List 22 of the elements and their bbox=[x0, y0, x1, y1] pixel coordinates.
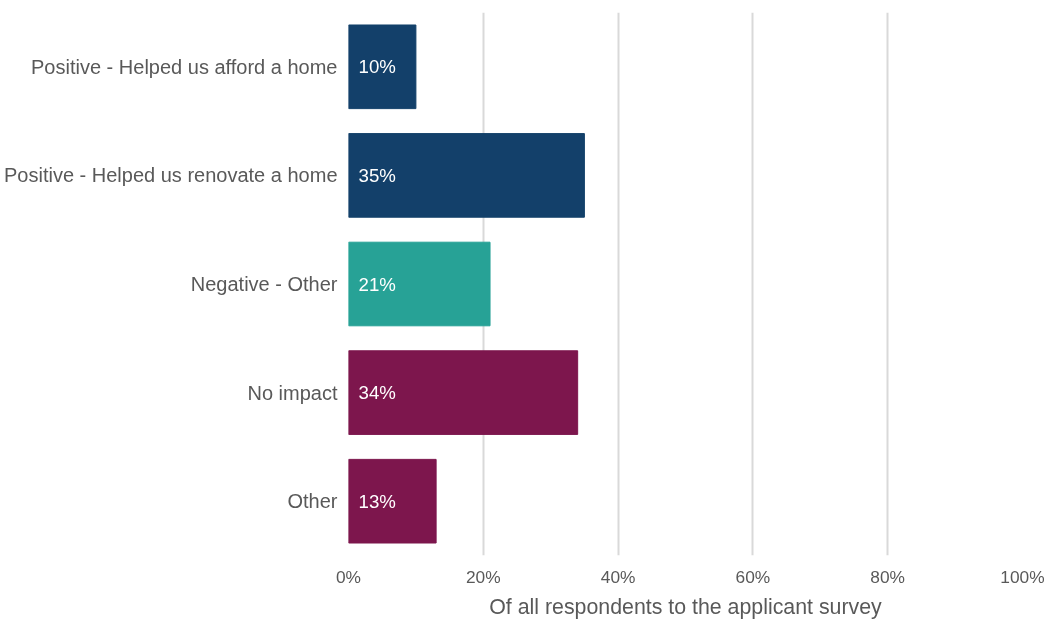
data-label: 21% bbox=[358, 273, 396, 295]
data-label: 10% bbox=[358, 56, 396, 78]
x-tick-label: 80% bbox=[870, 566, 906, 587]
x-tick-label: 100% bbox=[1000, 566, 1045, 587]
y-tick-label: No impact bbox=[247, 381, 338, 404]
x-axis-title: Of all respondents to the applicant survey bbox=[489, 594, 883, 619]
bar bbox=[348, 133, 585, 218]
x-tick-label: 0% bbox=[335, 566, 362, 587]
data-label: 34% bbox=[358, 382, 396, 404]
y-tick-label: Negative - Other bbox=[190, 273, 338, 295]
x-tick-label: 40% bbox=[600, 566, 636, 587]
y-tick-label: Positive - Helped us renovate a home bbox=[3, 164, 338, 187]
bar bbox=[348, 458, 437, 544]
x-tick-label: 20% bbox=[465, 566, 501, 587]
y-tick-label: Positive - Helped us afford a home bbox=[31, 55, 338, 78]
data-label: 13% bbox=[358, 490, 396, 512]
x-tick-label: 60% bbox=[735, 566, 771, 587]
y-tick-label: Other bbox=[287, 490, 338, 513]
data-label: 35% bbox=[358, 164, 396, 186]
bar bbox=[348, 350, 579, 435]
bar bbox=[348, 241, 491, 327]
bar bbox=[348, 24, 417, 110]
